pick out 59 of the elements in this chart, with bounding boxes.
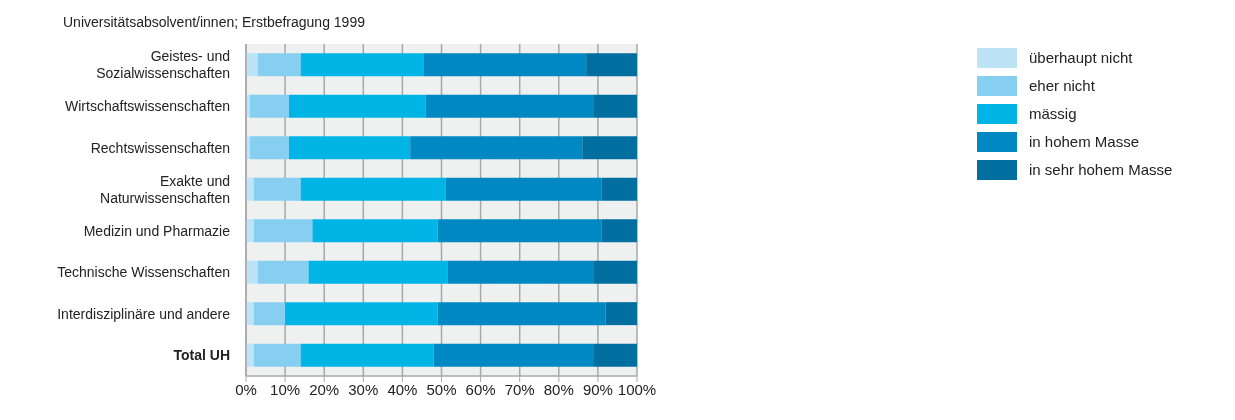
y-tick-label: Wirtschaftswissenschaften — [65, 98, 230, 115]
legend-label: eher nicht — [1029, 76, 1095, 96]
bar — [593, 94, 637, 118]
bar — [423, 53, 587, 77]
legend-label: überhaupt nicht — [1029, 48, 1133, 68]
bar — [253, 177, 301, 201]
bar — [253, 219, 313, 243]
bar — [257, 260, 309, 284]
x-tick-label: 60% — [465, 380, 496, 398]
bar — [253, 343, 301, 367]
chart-title: Universitätsabsolvent/innen; Erstbefragung 1999 — [62, 13, 366, 32]
bar — [601, 219, 637, 243]
bar — [300, 343, 434, 367]
legend-label: mässig — [1029, 104, 1077, 124]
x-tick-label: 70% — [504, 380, 535, 398]
y-tick-label: Medizin und Pharmazie — [83, 222, 231, 239]
y-tick-label: Technische Wissenschaften — [57, 264, 230, 281]
bar — [308, 260, 448, 284]
bar — [410, 136, 583, 160]
bar — [582, 136, 637, 160]
bar — [593, 260, 637, 284]
bar — [249, 136, 290, 160]
x-tick-label: 20% — [309, 380, 340, 398]
bar — [285, 302, 438, 326]
x-tick-label: 40% — [387, 380, 418, 398]
bar — [246, 260, 258, 284]
bar — [300, 177, 446, 201]
x-tick-label: 100% — [617, 380, 657, 398]
x-tick-label: 50% — [426, 380, 457, 398]
y-tick-label: Interdisziplinäre und andere — [57, 305, 231, 322]
bar — [433, 343, 594, 367]
x-tick-label: 90% — [582, 380, 613, 398]
y-tick-label: Geistes- und Sozialwissenschaften — [96, 48, 230, 82]
bar — [445, 177, 602, 201]
x-tick-label: 10% — [270, 380, 301, 398]
bar — [586, 53, 637, 77]
y-tick-label: Exakte und Naturwissenschaften — [100, 172, 230, 206]
bar — [300, 53, 424, 77]
bar — [257, 53, 301, 77]
bar — [601, 177, 637, 201]
x-tick-label: 30% — [348, 380, 379, 398]
bar — [437, 302, 606, 326]
y-tick-label: Rechtswissenschaften — [90, 139, 230, 156]
bar — [246, 53, 258, 77]
y-tick-label: Total UH — [173, 347, 230, 364]
legend-label: in sehr hohem Masse — [1029, 160, 1173, 180]
legend-label: in hohem Masse — [1029, 132, 1140, 152]
bar — [249, 94, 290, 118]
bar — [289, 94, 426, 118]
bar — [437, 219, 602, 243]
bar — [605, 302, 637, 326]
bar — [425, 94, 594, 118]
bar — [593, 343, 637, 367]
x-tick-label: 0% — [235, 380, 257, 398]
bar — [312, 219, 438, 243]
bar — [289, 136, 411, 160]
x-tick-label: 80% — [543, 380, 574, 398]
bar — [447, 260, 594, 284]
bar — [253, 302, 286, 326]
